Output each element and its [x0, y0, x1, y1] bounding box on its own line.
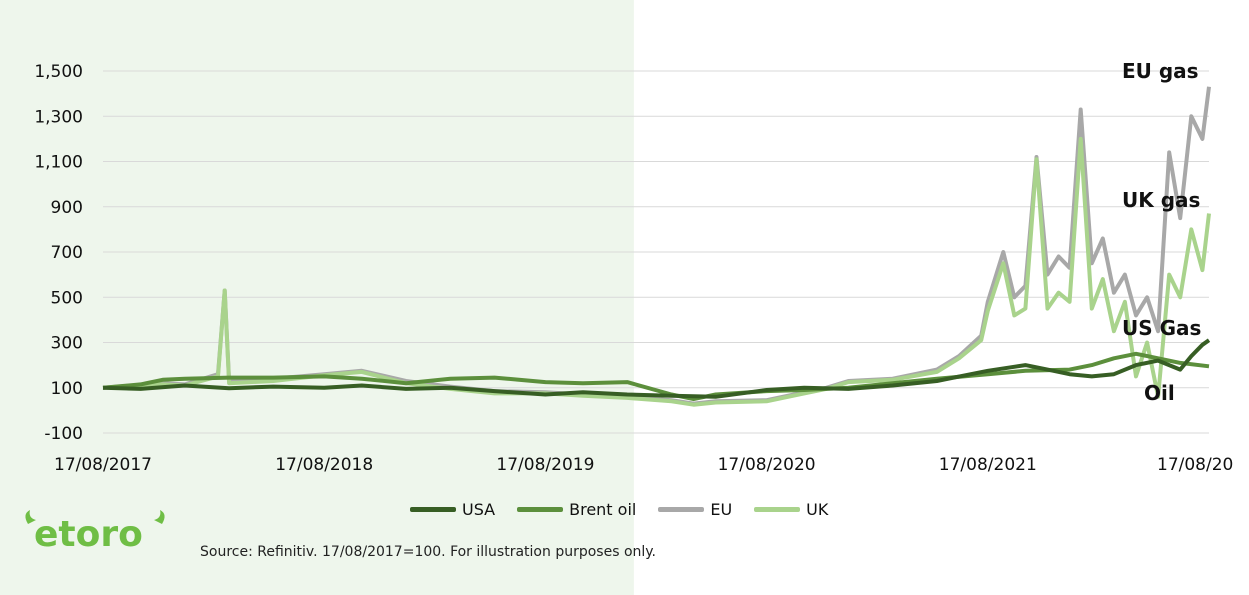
y-axis-ticks: -100 100 300 500 700 900 1,100 1,300 1,500 [34, 62, 83, 444]
x-tick-label: 17/08/20 [1157, 455, 1233, 475]
y-tick-label: 100 [51, 379, 83, 399]
y-tick-label: 1,100 [34, 153, 83, 173]
legend-item-brent-oil: Brent oil [517, 500, 636, 519]
legend: USA Brent oil EU UK [410, 500, 828, 519]
logo-text: etoro [34, 514, 143, 555]
legend-label: EU [710, 500, 733, 519]
legend-item-uk: UK [754, 500, 828, 519]
y-tick-label: 500 [51, 288, 83, 308]
x-tick-label: 17/08/2018 [275, 455, 373, 475]
legend-swatch [658, 507, 705, 512]
series-line-usa [102, 338, 1211, 399]
legend-swatch [410, 507, 456, 512]
etoro-logo: etoro [25, 510, 165, 555]
y-tick-label: 1,300 [34, 107, 83, 127]
annotation-oil: Oil [1144, 381, 1175, 405]
annotation-us-gas: US Gas [1122, 316, 1201, 340]
legend-label: USA [462, 500, 496, 519]
legend-swatch [517, 507, 564, 512]
series-line-uk [102, 136, 1211, 407]
x-tick-label: 17/08/2021 [939, 455, 1037, 475]
x-tick-label: 17/08/2019 [496, 455, 594, 475]
legend-label: UK [806, 500, 829, 519]
series-line-brent-oil [102, 351, 1210, 402]
x-axis-ticks: 17/08/2017 17/08/2018 17/08/2019 17/08/2020… [54, 455, 1233, 475]
legend-swatch [754, 507, 801, 512]
source-note: Source: Refinitiv. 17/08/2017=100. For i… [200, 544, 657, 560]
annotation-uk-gas: UK gas [1122, 188, 1200, 212]
legend-item-usa: USA [410, 500, 495, 519]
annotation-eu-gas: EU gas [1122, 59, 1199, 83]
x-tick-label: 17/08/2017 [54, 455, 152, 475]
y-tick-label: 300 [51, 334, 83, 354]
gridlines [103, 70, 1209, 434]
y-tick-label: 1,500 [34, 62, 83, 82]
legend-item-eu: EU [658, 500, 732, 519]
y-tick-label: 900 [51, 198, 83, 218]
series-lines [102, 86, 1211, 407]
x-tick-label: 17/08/2020 [718, 455, 816, 475]
y-tick-label: 700 [51, 243, 83, 263]
y-tick-label: -100 [44, 424, 83, 444]
legend-label: Brent oil [569, 500, 637, 519]
